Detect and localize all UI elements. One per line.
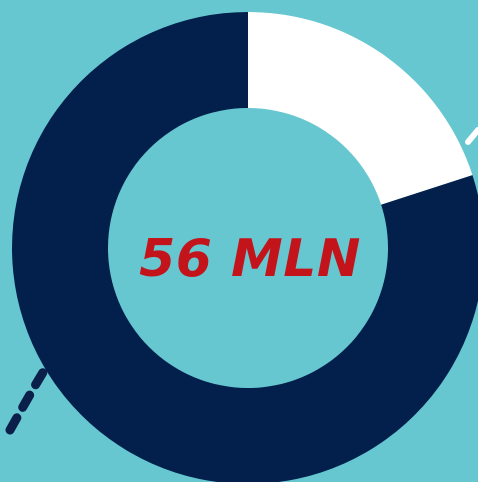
leader-line-right — [465, 127, 478, 145]
donut-hole — [108, 108, 388, 388]
center-value-label: 56 MLN — [139, 229, 361, 289]
leader-line-left — [5, 359, 53, 435]
